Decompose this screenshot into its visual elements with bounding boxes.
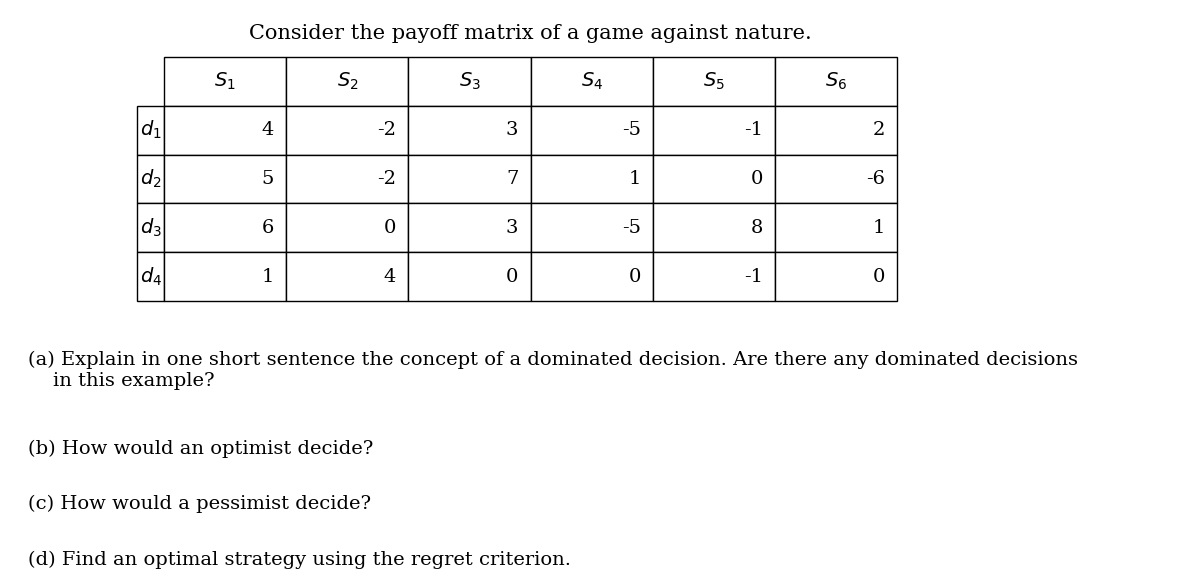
Text: (c) How would a pessimist decide?: (c) How would a pessimist decide?	[28, 495, 371, 513]
Text: Consider the payoff matrix of a game against nature.: Consider the payoff matrix of a game aga…	[250, 24, 812, 43]
Text: (d) Find an optimal strategy using the regret criterion.: (d) Find an optimal strategy using the r…	[28, 551, 571, 569]
Text: (b) How would an optimist decide?: (b) How would an optimist decide?	[28, 440, 373, 458]
Text: (a) Explain in one short sentence the concept of a dominated decision. Are there: (a) Explain in one short sentence the co…	[28, 351, 1078, 390]
